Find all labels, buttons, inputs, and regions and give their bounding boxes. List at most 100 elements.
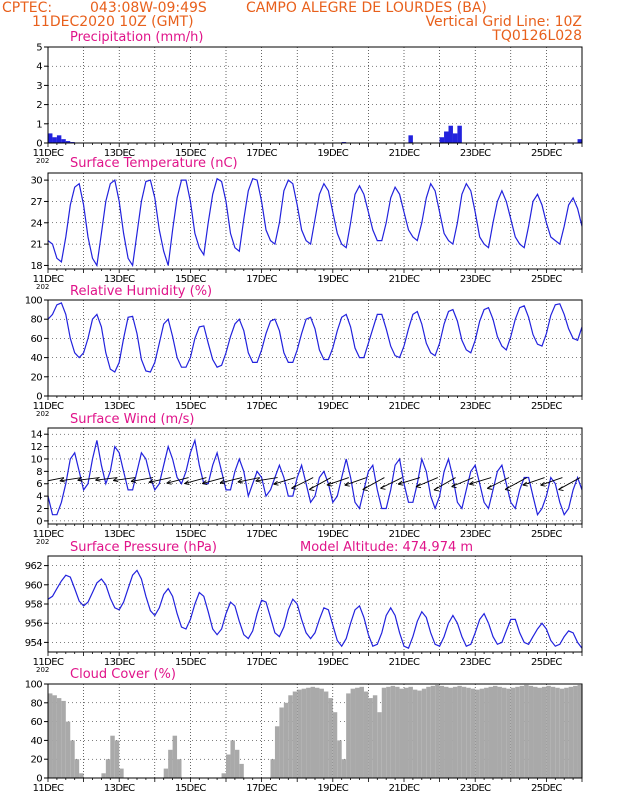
wind-arrowhead — [219, 479, 226, 485]
temp-ytick-label: 30 — [30, 176, 42, 187]
cloud-xtick-label: 25DEC — [531, 783, 562, 794]
cloud-bar — [493, 685, 498, 778]
temp-xtick-label: 19DEC — [317, 274, 348, 285]
pressure-ytick-label: 962 — [25, 561, 43, 572]
wind-year-fragment: 202 — [36, 538, 49, 546]
cloud-bar — [363, 691, 369, 778]
rh-ytick-label: 100 — [25, 296, 43, 307]
rh-xtick-label: 19DEC — [317, 401, 348, 412]
temp-xtick-label: 25DEC — [531, 274, 562, 285]
precip-year-fragment: 202 — [36, 157, 49, 165]
wind-arrow — [273, 477, 296, 485]
cloud-bar — [412, 689, 418, 778]
cloud-bar — [408, 686, 413, 778]
cloud-bar — [390, 685, 396, 778]
wind-arrow — [77, 477, 100, 481]
temp-panel: 18 21 24 27 30 11DEC 13DEC 15DEC 17DEC 19DEC 21DEC… — [30, 172, 583, 291]
precip-plot — [48, 125, 613, 143]
wind-arrow — [202, 477, 225, 484]
wind-ytick-label: 8 — [36, 467, 42, 478]
precip-bar — [452, 133, 458, 143]
cloud-bar — [577, 684, 582, 778]
precip-ytick-label: 5 — [36, 43, 42, 54]
temp-plot — [48, 177, 582, 268]
wind-arrow — [504, 477, 528, 490]
cloud-bar — [346, 693, 351, 778]
precip-xtick-label: 21DEC — [389, 148, 420, 159]
wind-arrowhead — [237, 478, 243, 484]
pressure-xtick-label: 17DEC — [246, 657, 277, 668]
temp-xtick-label: 21DEC — [389, 274, 420, 285]
pressure-panel: 954 956 958 960 962 11DEC 13DEC 15DEC 17DEC 19DEC… — [25, 555, 583, 674]
wind-arrow — [344, 477, 367, 486]
wind-xtick-label: 23DEC — [460, 529, 491, 540]
header-grid-line: Vertical Grid Line: 10Z — [426, 14, 582, 30]
cloud-panel: 0 20 40 60 80 100 11DEC 13DEC 15DEC 17DEC 19DEC 21D… — [25, 680, 608, 794]
pressure-plot — [48, 569, 582, 650]
wind-xtick-label: 25DEC — [531, 529, 562, 540]
cloud-bar — [372, 695, 378, 778]
cloud-bar — [555, 687, 560, 778]
wind-xtick-label: 17DEC — [246, 529, 277, 540]
cloud-bar — [168, 749, 173, 778]
cloud-bar — [586, 686, 590, 778]
wind-arrowhead — [184, 480, 190, 486]
rh-panel: 0 20 40 60 80 100 11DEC 13DEC 15DEC 17DEC 19DEC 21D… — [25, 296, 583, 418]
cloud-bar — [381, 687, 387, 778]
pressure-ytick-label: 960 — [25, 580, 43, 591]
cloud-bar — [101, 773, 106, 778]
wind-arrow — [540, 477, 563, 486]
wind-xtick-label: 11DEC — [33, 529, 64, 540]
wind-frame — [47, 427, 583, 525]
cloud-bar — [355, 687, 360, 778]
cloud-bar — [341, 759, 347, 778]
cloud-bar — [110, 735, 115, 778]
precip-bar — [609, 135, 613, 143]
wind-arrow — [291, 477, 314, 489]
precip-xtick-label: 13DEC — [104, 148, 135, 159]
precip-bar — [577, 139, 582, 143]
wind-arrow — [487, 477, 510, 489]
wind-arrow — [184, 477, 207, 485]
cloud-cover-title: Cloud Cover (%) — [70, 667, 176, 682]
cloud-bar — [359, 686, 364, 778]
cloud-bar — [310, 686, 315, 778]
cloud-bar — [488, 686, 493, 778]
precip-xtick-label: 17DEC — [246, 148, 277, 159]
cloud-bar — [484, 687, 489, 778]
pressure-xtick-label: 19DEC — [317, 657, 348, 668]
cloud-ytick-label: 40 — [30, 736, 42, 747]
cloud-bar — [524, 684, 529, 778]
cloud-bar — [226, 754, 231, 778]
cloud-bar — [332, 712, 338, 778]
cloud-bar — [444, 686, 449, 778]
temp-xtick-label: 23DEC — [460, 274, 491, 285]
wind-xtick-label: 13DEC — [104, 529, 135, 540]
cloud-bar — [399, 688, 404, 778]
wind-arrowhead — [148, 478, 154, 484]
wind-arrow — [113, 477, 136, 482]
wind-ytick-label: 10 — [30, 454, 42, 465]
cloud-bar — [177, 759, 182, 778]
wind-arrowhead — [540, 481, 546, 487]
wind-ytick-label: 6 — [36, 479, 42, 490]
wind-arrowhead — [166, 479, 172, 485]
precip-ytick-label: 0 — [36, 139, 42, 150]
cloud-bar — [591, 687, 595, 778]
pressure-xtick-label: 23DEC — [460, 657, 491, 668]
rh-xtick-label: 23DEC — [460, 401, 491, 412]
cloud-bar — [604, 686, 608, 778]
wind-arrowhead — [344, 481, 350, 487]
cloud-bar — [48, 693, 53, 778]
wind-arrow — [469, 477, 492, 485]
rh-xtick-label: 25DEC — [531, 401, 562, 412]
cloud-bar — [74, 759, 80, 778]
wind-arrow — [522, 477, 545, 486]
wind-ytick-label: 14 — [30, 430, 42, 441]
cloud-ytick-label: 100 — [25, 680, 43, 691]
cloud-bar — [600, 687, 604, 778]
cloud-bar — [306, 687, 311, 778]
rh-xtick-label: 13DEC — [104, 401, 135, 412]
wind-arrow — [397, 477, 421, 485]
cloud-bar — [430, 685, 436, 778]
